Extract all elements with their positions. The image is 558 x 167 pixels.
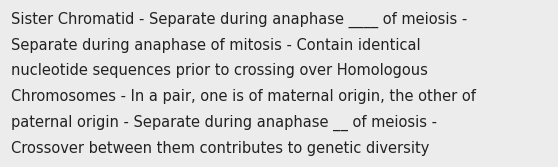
Text: Separate during anaphase of mitosis - Contain identical: Separate during anaphase of mitosis - Co… xyxy=(11,38,421,53)
Text: nucleotide sequences prior to crossing over Homologous: nucleotide sequences prior to crossing o… xyxy=(11,63,428,78)
Text: paternal origin - Separate during anaphase __ of meiosis -: paternal origin - Separate during anapha… xyxy=(11,115,437,131)
Text: Crossover between them contributes to genetic diversity: Crossover between them contributes to ge… xyxy=(11,141,430,156)
Text: Chromosomes - In a pair, one is of maternal origin, the other of: Chromosomes - In a pair, one is of mater… xyxy=(11,89,476,104)
Text: Sister Chromatid - Separate during anaphase ____ of meiosis -: Sister Chromatid - Separate during anaph… xyxy=(11,12,468,28)
